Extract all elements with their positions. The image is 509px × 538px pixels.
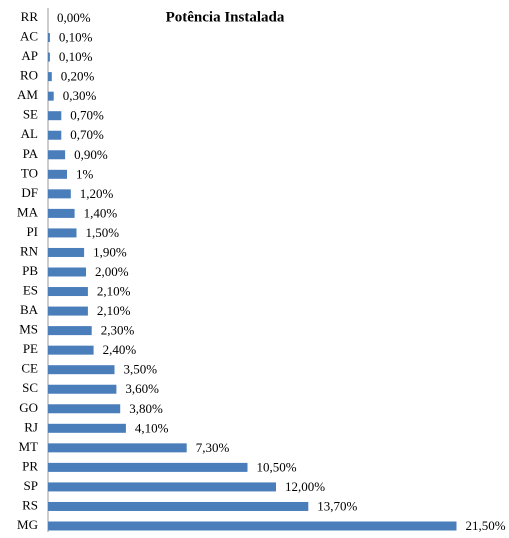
chart-title: Potência Instalada [166, 9, 285, 25]
y-tick-label: PR [22, 458, 38, 473]
data-label: 0,90% [74, 147, 108, 162]
y-tick-label: SP [24, 478, 38, 493]
y-tick-label: RS [22, 497, 38, 512]
data-label: 0,70% [70, 108, 104, 123]
bar [48, 208, 75, 218]
y-tick-label: SC [22, 380, 38, 395]
bar [48, 228, 77, 238]
y-tick-label: DF [21, 185, 38, 200]
y-tick-label: PI [26, 224, 38, 239]
bar [48, 482, 276, 492]
data-label: 3,80% [129, 401, 163, 416]
y-tick-label: ES [23, 283, 38, 298]
bar [48, 462, 248, 472]
y-tick-label: RN [20, 243, 39, 258]
y-tick-label: GO [19, 400, 38, 415]
data-label: 7,30% [196, 440, 230, 455]
y-tick-label: AL [21, 126, 38, 141]
y-tick-label: RO [20, 68, 38, 83]
bar [48, 247, 85, 257]
bar [48, 150, 66, 160]
y-tick-label: MT [19, 439, 39, 454]
data-label: 2,10% [97, 303, 131, 318]
bar [48, 423, 126, 433]
y-tick-label: AC [20, 29, 38, 44]
bar [48, 521, 457, 531]
data-label: 2,00% [95, 264, 129, 279]
y-tick-label: MG [17, 517, 38, 532]
y-tick-label: AP [21, 48, 38, 63]
bar [48, 52, 50, 62]
data-label: 0,10% [59, 49, 93, 64]
data-label: 0,20% [61, 69, 95, 84]
data-label: 1% [76, 166, 94, 181]
data-label: 0,00% [57, 10, 91, 25]
data-label: 13,70% [317, 498, 357, 513]
bar [48, 267, 86, 277]
data-label: 21,50% [466, 518, 506, 533]
y-tick-label: CE [21, 361, 38, 376]
data-label: 3,50% [124, 362, 158, 377]
data-label: 0,70% [70, 127, 104, 142]
y-tick-label: BA [20, 302, 39, 317]
bar [48, 501, 309, 511]
bar [48, 169, 67, 179]
data-label: 1,50% [86, 225, 120, 240]
y-tick-label: MA [17, 204, 39, 219]
data-label: 1,40% [84, 205, 118, 220]
data-label: 1,20% [80, 186, 114, 201]
bar [48, 345, 94, 355]
data-label: 0,10% [59, 30, 93, 45]
bar [48, 404, 121, 414]
y-tick-label: PA [23, 146, 39, 161]
bar [48, 130, 62, 140]
bar [48, 443, 187, 453]
data-label: 2,10% [97, 284, 131, 299]
data-label: 2,30% [101, 323, 135, 338]
data-label: 3,60% [125, 381, 159, 396]
bar [48, 189, 71, 199]
y-tick-label: SE [23, 107, 38, 122]
bar [48, 326, 92, 336]
data-label: 12,00% [285, 479, 325, 494]
bar [48, 72, 52, 82]
y-tick-label: TO [21, 165, 38, 180]
bar [48, 91, 54, 101]
y-tick-label: RJ [24, 419, 38, 434]
bar [48, 365, 115, 375]
data-label: 10,50% [257, 459, 297, 474]
y-tick-label: AM [17, 87, 38, 102]
y-tick-label: MS [19, 322, 38, 337]
data-label: 2,40% [103, 342, 137, 357]
y-tick-label: PE [23, 341, 38, 356]
data-label: 1,90% [93, 244, 127, 259]
bar [48, 287, 88, 297]
bar [48, 33, 50, 43]
data-label: 4,10% [135, 420, 169, 435]
data-label: 0,30% [63, 88, 97, 103]
y-tick-label: RR [21, 9, 39, 24]
y-tick-label: PB [22, 263, 38, 278]
bar [48, 306, 88, 316]
bar [48, 111, 62, 121]
bar [48, 384, 117, 394]
